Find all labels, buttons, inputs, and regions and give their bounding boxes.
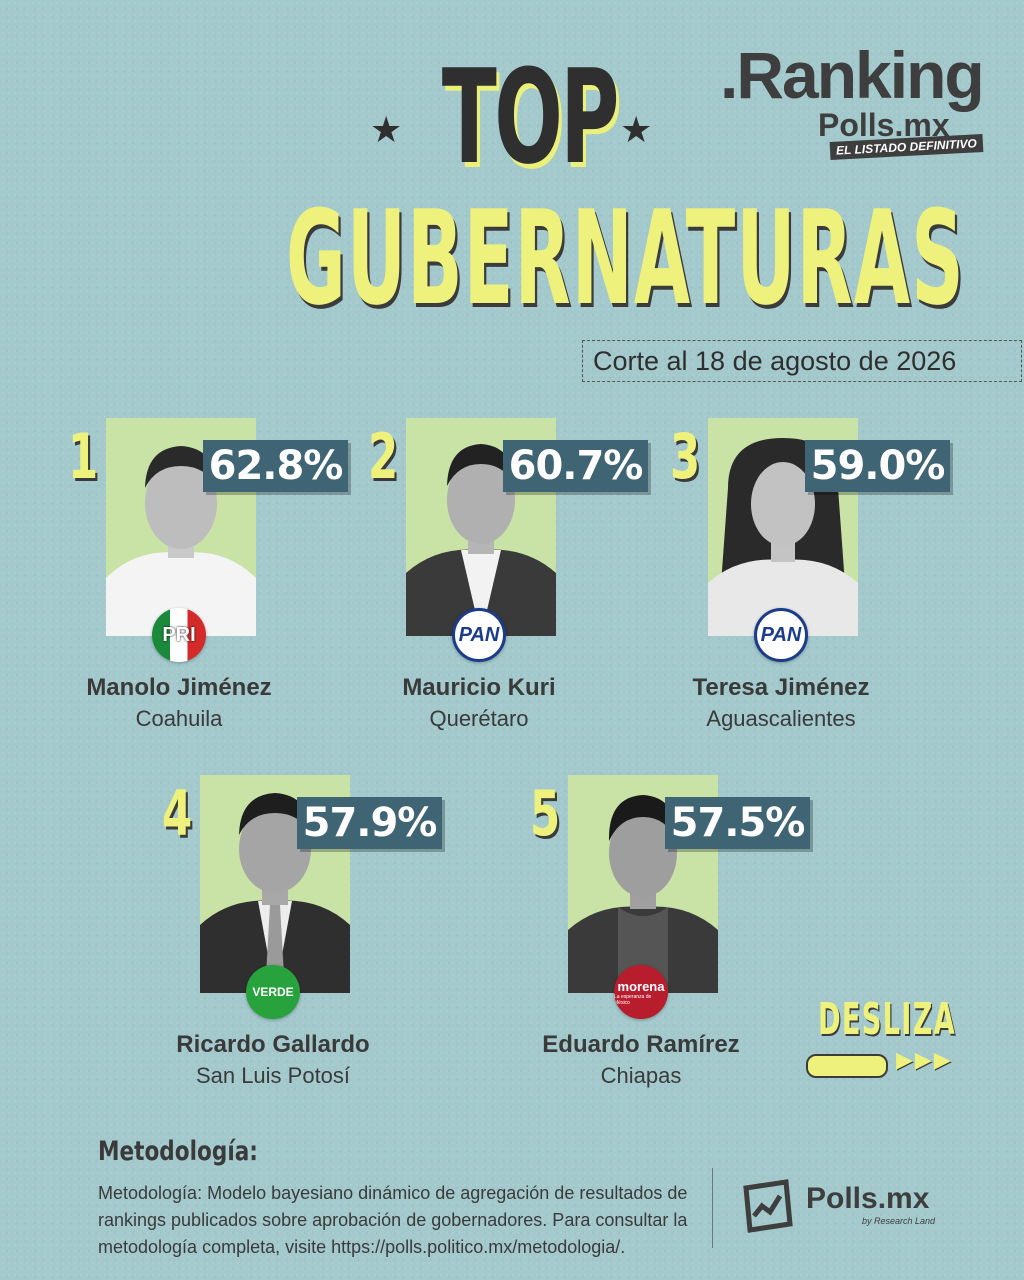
methodology-text: Metodología: Modelo bayesiano dinámico d… xyxy=(98,1183,688,1257)
candidate-photo xyxy=(106,428,256,636)
approval-badge: 57.9% xyxy=(297,797,442,849)
candidate-name: Eduardo Ramírez xyxy=(542,1031,740,1058)
rank-number: 4 xyxy=(162,777,193,850)
rank-number: 1 xyxy=(68,420,99,493)
candidate-state: Chiapas xyxy=(600,1063,682,1088)
ranking-logo: .Ranking xyxy=(720,38,985,112)
candidate-card-5: 5 57.5% morena La esperanza de México Ed… xyxy=(530,775,850,1105)
candidate-state: Aguascalientes xyxy=(706,706,856,731)
morena-logo-icon: morena La esperanza de México xyxy=(614,965,668,1019)
swipe-label: DESLIZA xyxy=(818,994,957,1045)
candidate-card-3: 3 59.0% PAN Teresa Jiménez Aguascaliente… xyxy=(670,418,990,748)
candidate-name: Ricardo Gallardo xyxy=(176,1031,370,1058)
pri-logo-icon: PRI xyxy=(152,608,206,662)
rank-number: 3 xyxy=(670,420,701,493)
candidate-card-2: 2 60.7% PAN Mauricio Kuri Querétaro xyxy=(368,418,688,748)
polls-logo-name: Polls.mx xyxy=(806,1182,930,1215)
footer-divider xyxy=(712,1168,713,1248)
candidate-card-1: 1 62.8% PRI Manolo Jiménez Coahuila xyxy=(68,418,388,748)
approval-badge: 60.7% xyxy=(503,440,648,492)
rank-number: 5 xyxy=(530,777,561,850)
pan-logo-icon: PAN xyxy=(754,608,808,662)
candidate-photo xyxy=(200,785,350,993)
candidate-card-4: 4 57.9% VERDE Ricardo Gallardo San Luis … xyxy=(162,775,482,1105)
star-right-icon: ★ xyxy=(620,110,653,151)
methodology-title: Metodología: xyxy=(98,1136,258,1167)
approval-badge: 62.8% xyxy=(203,440,348,492)
approval-badge: 59.0% xyxy=(805,440,950,492)
polls-chart-icon xyxy=(740,1178,796,1234)
star-left-icon: ★ xyxy=(370,110,403,151)
approval-badge: 57.5% xyxy=(665,797,810,849)
pan-logo-icon: PAN xyxy=(452,608,506,662)
swipe-bar xyxy=(806,1054,888,1078)
rank-number: 2 xyxy=(368,420,399,493)
candidate-name: Manolo Jiménez xyxy=(86,674,272,701)
candidate-state: Coahuila xyxy=(135,706,223,731)
title-top: TOP xyxy=(441,41,620,193)
page-title: GUBERNATURAS xyxy=(286,182,965,334)
cutoff-date: Corte al 18 de agosto de 2026 xyxy=(582,340,1022,382)
candidate-state: Querétaro xyxy=(429,706,529,731)
verde-logo-icon: VERDE xyxy=(246,965,300,1019)
candidate-photo xyxy=(406,428,556,636)
candidate-state: San Luis Potosí xyxy=(195,1063,351,1088)
swipe-arrows-icon: ▶▶▶ xyxy=(896,1048,953,1073)
candidate-name: Mauricio Kuri xyxy=(402,674,556,701)
candidate-photo xyxy=(708,428,858,636)
polls-logo-sub: by Research Land xyxy=(862,1216,936,1226)
candidate-name: Teresa Jiménez xyxy=(692,674,870,701)
